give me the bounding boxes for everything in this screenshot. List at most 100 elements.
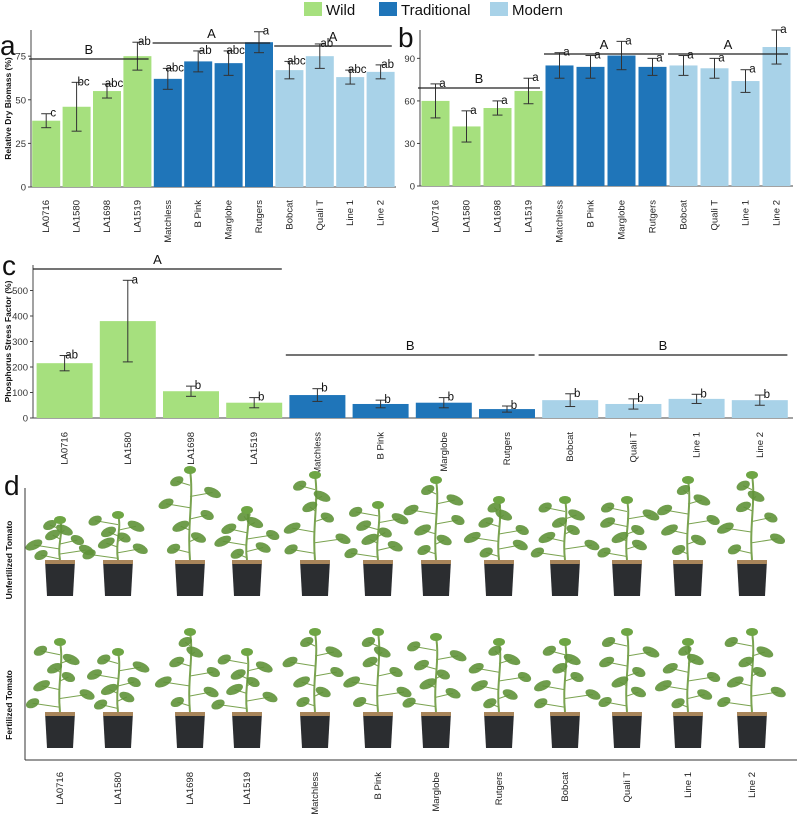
y-tick-label: 30 — [404, 139, 415, 150]
plant-leaf — [414, 524, 431, 536]
plant-leaf — [517, 671, 532, 683]
significance-letter: a — [749, 64, 756, 76]
plant-leaf — [515, 524, 529, 536]
plant-pot — [673, 560, 703, 596]
plant-leaf — [320, 512, 334, 523]
plant-leaf — [747, 490, 765, 502]
x-tick-label: Bobcat — [284, 200, 295, 230]
significance-letter: abc — [287, 55, 306, 67]
plant-stem — [313, 631, 318, 713]
legend-item: Wild — [304, 2, 355, 19]
plant-leaf — [97, 654, 111, 665]
plant-leaf — [54, 638, 66, 646]
plant-leaf — [631, 539, 647, 551]
plant-leaf — [738, 656, 754, 668]
photo-cultivar-label: LA1698 — [185, 772, 196, 805]
plant-leaf — [315, 686, 331, 698]
plant-leaf — [690, 534, 706, 546]
legend-item: Traditional — [379, 2, 470, 19]
plant-leaf — [255, 542, 271, 553]
plant-leaf — [479, 547, 493, 558]
significance-letter: b — [384, 394, 390, 406]
significance-letter: b — [574, 388, 580, 400]
significance-letter: ab — [199, 45, 212, 57]
plant-leaf — [246, 676, 260, 688]
plant-leaf — [463, 531, 481, 544]
plant-leaf — [246, 516, 264, 529]
plant-leaf — [756, 646, 774, 658]
plant-leaf — [372, 628, 384, 636]
plant-stem — [376, 504, 381, 561]
bar — [275, 70, 304, 187]
plant-leaf — [727, 544, 742, 555]
pot-soil — [612, 560, 642, 564]
plant-leaf — [300, 636, 314, 648]
plant-leaf — [488, 645, 502, 656]
bar — [93, 91, 121, 187]
plant-pot — [103, 560, 133, 596]
plant-stem — [434, 636, 439, 713]
plant-leaf — [184, 628, 196, 636]
plant-leaf — [770, 533, 786, 545]
plant-leaf — [170, 476, 184, 487]
plant-pot — [363, 560, 393, 596]
plant-leaf — [403, 504, 419, 516]
plant-leaf — [671, 544, 686, 556]
photo-cultivar-label: Bobcat — [560, 772, 571, 802]
photo-cultivar-label: Marglobe — [431, 772, 442, 812]
plant-leaf — [417, 544, 431, 556]
significance-letter: b — [448, 392, 454, 404]
plant-leaf — [421, 484, 435, 496]
plant-leaf — [372, 501, 384, 509]
plant-leaf — [45, 529, 61, 541]
y-tick-label: 0 — [23, 414, 28, 425]
photo-cultivar-label: Matchless — [310, 772, 321, 815]
pot-soil — [175, 560, 205, 564]
plant-leaf — [430, 633, 442, 641]
plant-leaf — [445, 687, 461, 699]
bar — [214, 63, 243, 188]
plant-leaf — [132, 661, 150, 673]
x-tick-label: LA0716 — [41, 200, 52, 233]
plant-leaf — [206, 666, 220, 678]
plant-leaf — [661, 524, 678, 536]
plant-leaf — [483, 698, 497, 709]
x-tick-label: LA1698 — [493, 200, 504, 233]
significance-letter: ab — [320, 38, 333, 50]
plant-pot — [737, 560, 767, 596]
significance-letter: b — [764, 389, 770, 401]
plant-leaf — [538, 531, 556, 544]
bar — [669, 65, 698, 186]
plant-stem — [58, 641, 63, 713]
plant-leaf — [325, 646, 343, 658]
unfertilized-plant — [25, 516, 94, 596]
bar — [123, 56, 152, 187]
plant-leaf — [559, 496, 571, 504]
group-label: B — [475, 71, 484, 86]
y-tick-label: 50 — [15, 95, 26, 106]
significance-letter: abc — [105, 78, 124, 90]
plant-leaf — [584, 539, 600, 551]
x-tick-label: Rutgers — [502, 432, 513, 466]
bar — [762, 47, 791, 186]
significance-letter: b — [258, 392, 264, 404]
plant-leaf — [493, 496, 505, 504]
plant-leaf — [493, 638, 505, 646]
plant-leaf — [736, 501, 752, 513]
plant-leaf — [172, 520, 190, 532]
unfertilized-plant — [82, 511, 148, 596]
chart-panel-b: 0 30 60 90 a LA0716 a LA1580 a LA1698 a LA1519 a Matc… — [404, 24, 793, 243]
plant-leaf — [33, 645, 48, 656]
plant-leaf — [534, 680, 551, 692]
significance-letter: a — [687, 50, 694, 62]
significance-letter: a — [718, 52, 725, 64]
pot-soil — [673, 712, 703, 716]
plant-leaf — [530, 547, 545, 558]
significance-letter: a — [780, 24, 787, 36]
plant-leaf — [93, 699, 108, 710]
plant-leaf — [601, 502, 615, 513]
plant-leaf — [344, 548, 358, 559]
bar — [605, 403, 662, 418]
plant-leaf — [284, 544, 298, 555]
